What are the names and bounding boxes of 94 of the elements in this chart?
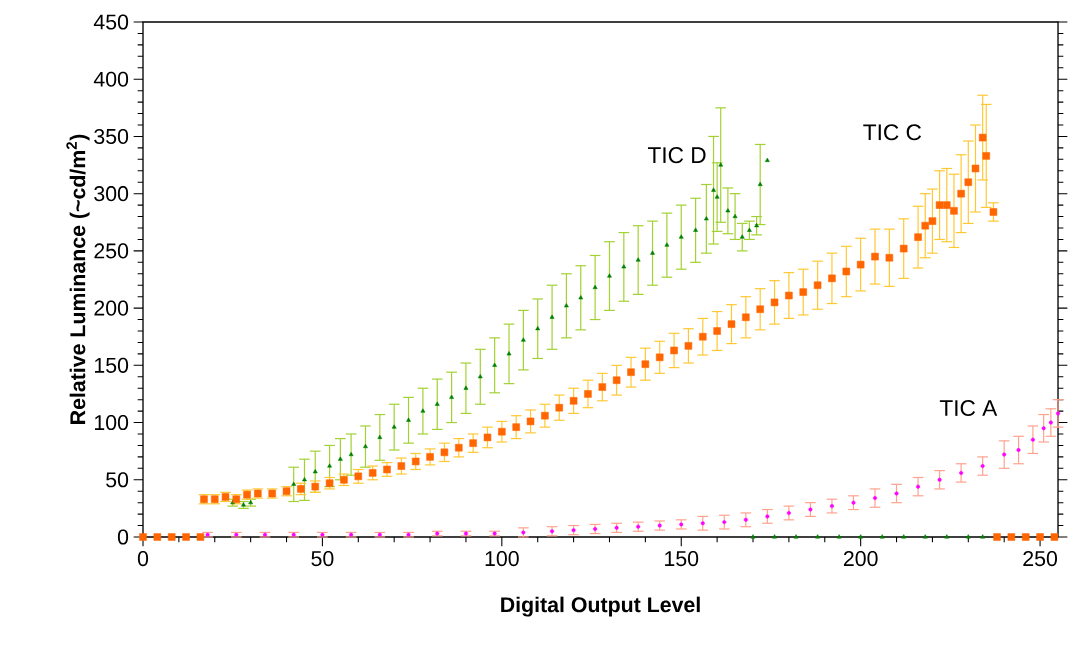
point bbox=[722, 520, 727, 525]
point bbox=[965, 534, 971, 539]
y-tick-label: 400 bbox=[93, 71, 129, 87]
point bbox=[521, 337, 526, 342]
point bbox=[959, 470, 964, 475]
point bbox=[743, 517, 748, 522]
point bbox=[714, 194, 720, 199]
y-tick-label: 300 bbox=[94, 186, 129, 202]
point bbox=[1041, 426, 1046, 431]
point bbox=[851, 500, 856, 505]
point bbox=[291, 481, 297, 486]
point bbox=[463, 385, 469, 390]
point bbox=[836, 534, 842, 539]
point bbox=[808, 507, 813, 512]
x-tick-label: 250 bbox=[1023, 551, 1058, 567]
point bbox=[477, 374, 483, 379]
point bbox=[406, 417, 411, 422]
point bbox=[327, 463, 332, 468]
x-axis-title: Digital Output Level bbox=[501, 596, 700, 617]
point bbox=[492, 362, 497, 367]
point bbox=[1056, 411, 1061, 416]
y-tick-label: 450 bbox=[93, 14, 129, 30]
point bbox=[750, 534, 756, 539]
point bbox=[765, 514, 770, 519]
y-tick-label: 250 bbox=[94, 243, 129, 259]
y-tick-label: 0 bbox=[117, 529, 129, 545]
point bbox=[916, 484, 921, 489]
x-tick-label: 100 bbox=[485, 551, 519, 567]
point bbox=[338, 456, 343, 461]
point bbox=[377, 434, 383, 439]
point bbox=[901, 534, 907, 539]
point bbox=[700, 521, 705, 526]
point bbox=[434, 401, 440, 406]
point bbox=[1002, 452, 1007, 457]
point bbox=[549, 314, 555, 319]
point bbox=[772, 534, 777, 539]
point bbox=[725, 208, 731, 213]
point bbox=[449, 394, 454, 399]
x-tick-label: 0 bbox=[137, 551, 149, 567]
y-axis-title: Relative Luminance (~cd/m$^{2}$) bbox=[66, 134, 90, 424]
point bbox=[739, 234, 745, 239]
point bbox=[765, 157, 770, 162]
x-tick-label: 150 bbox=[665, 551, 699, 567]
point bbox=[894, 491, 899, 496]
point bbox=[664, 242, 670, 247]
point bbox=[980, 464, 985, 469]
point bbox=[302, 477, 307, 482]
point bbox=[578, 295, 584, 300]
point bbox=[879, 534, 885, 539]
point bbox=[937, 477, 942, 482]
point bbox=[980, 534, 986, 539]
text: TIC C bbox=[863, 124, 922, 141]
point bbox=[420, 408, 426, 413]
point bbox=[732, 213, 738, 219]
point bbox=[711, 187, 716, 192]
point bbox=[747, 227, 752, 232]
point bbox=[348, 451, 354, 457]
x-tick-label: 200 bbox=[843, 551, 878, 567]
y-tick-label: 200 bbox=[94, 300, 129, 316]
point bbox=[678, 234, 684, 239]
point bbox=[704, 216, 709, 221]
point bbox=[815, 534, 820, 539]
y-tick-label: 150 bbox=[94, 357, 129, 373]
point bbox=[363, 443, 368, 449]
point bbox=[944, 534, 950, 539]
point bbox=[922, 534, 928, 539]
point bbox=[829, 504, 834, 509]
y-tick-label: 50 bbox=[106, 472, 129, 488]
point bbox=[718, 162, 724, 167]
point bbox=[592, 284, 598, 289]
point bbox=[312, 469, 318, 474]
point bbox=[1016, 448, 1021, 453]
x-tick-label: 50 bbox=[311, 551, 334, 567]
series-label: TIC D bbox=[647, 147, 706, 164]
point bbox=[786, 510, 791, 515]
point bbox=[650, 250, 655, 255]
y-tick-label: 100 bbox=[94, 415, 129, 431]
point bbox=[564, 303, 569, 308]
point bbox=[757, 181, 763, 186]
point bbox=[693, 227, 698, 232]
y-tick-label: 350 bbox=[94, 128, 129, 144]
point bbox=[391, 424, 397, 429]
point bbox=[1048, 420, 1053, 425]
point bbox=[506, 351, 512, 356]
point bbox=[621, 264, 627, 269]
point bbox=[635, 257, 641, 262]
point bbox=[607, 273, 612, 278]
point bbox=[535, 326, 541, 331]
point bbox=[1030, 437, 1035, 442]
series-label: TIC A bbox=[939, 400, 998, 417]
point bbox=[793, 534, 799, 539]
point bbox=[858, 534, 864, 539]
point bbox=[873, 496, 878, 501]
point bbox=[754, 223, 759, 228]
